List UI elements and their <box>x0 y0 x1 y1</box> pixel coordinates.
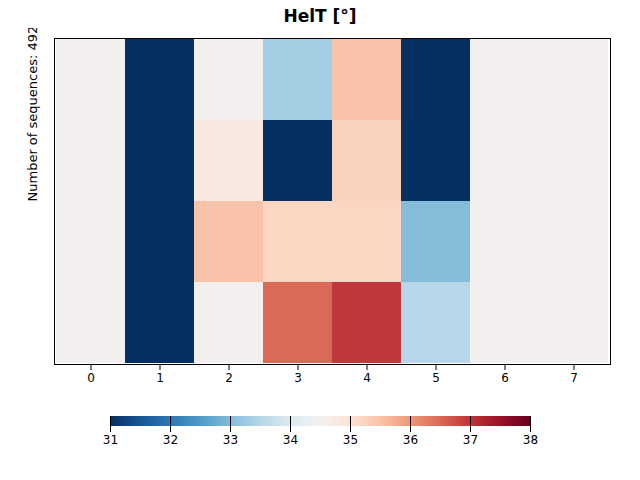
svg-text:5: 5 <box>432 371 440 385</box>
svg-text:35: 35 <box>343 433 358 447</box>
svg-text:37: 37 <box>463 433 478 447</box>
html-text:HelT [°]: HelT [°] <box>283 6 357 26</box>
svg-text:4: 4 <box>363 371 371 385</box>
svg-text:32: 32 <box>163 433 178 447</box>
svg-text:31: 31 <box>103 433 118 447</box>
svg-text:33: 33 <box>223 433 238 447</box>
svg-text:7: 7 <box>570 371 578 385</box>
svg-text:3: 3 <box>294 371 302 385</box>
svg-text:38: 38 <box>523 433 538 447</box>
svg-text:6: 6 <box>501 371 509 385</box>
svg-text:0: 0 <box>87 371 95 385</box>
svg-text:1: 1 <box>156 371 164 385</box>
svg-text:34: 34 <box>283 433 298 447</box>
svg-text:Number of sequences: 492: Number of sequences: 492 <box>25 28 40 202</box>
svg-text:2: 2 <box>225 371 233 385</box>
svg-text:36: 36 <box>403 433 418 447</box>
